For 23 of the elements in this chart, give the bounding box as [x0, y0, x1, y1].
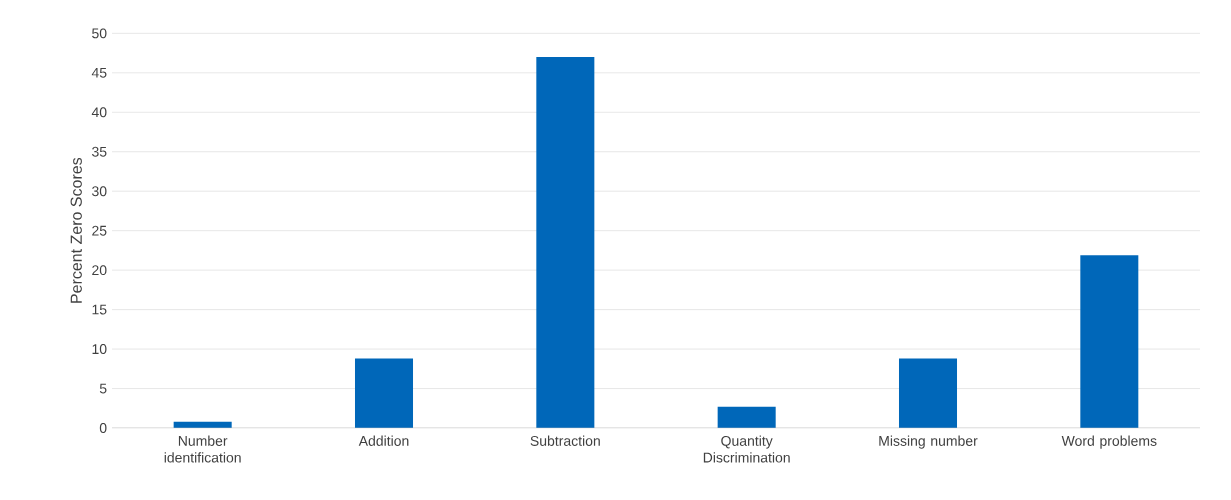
bar — [536, 57, 595, 428]
y-tick-label: 15 — [92, 304, 107, 315]
y-tick-label: 40 — [91, 107, 107, 118]
y-tick-label: 45 — [91, 67, 107, 78]
bar — [898, 358, 958, 428]
x-tick-label: Quantity Discrimination — [703, 435, 790, 463]
y-tick-label: 5 — [99, 383, 107, 394]
x-tick-label: Word problems — [1061, 435, 1157, 449]
y-axis-title: Percent Zero Scores — [70, 157, 82, 303]
bar — [717, 406, 776, 428]
bar — [354, 358, 414, 428]
bar — [1080, 255, 1139, 428]
x-tick-label: Subtraction — [530, 435, 600, 446]
y-tick-label: 20 — [92, 265, 107, 276]
y-tick-label: 35 — [92, 146, 107, 157]
y-tick-label: 30 — [92, 186, 107, 197]
y-tick-label: 50 — [92, 28, 107, 39]
y-tick-label: 0 — [99, 423, 107, 433]
x-tick-label: Missing number — [879, 435, 978, 449]
y-tick-label: 10 — [92, 344, 107, 355]
x-tick-label: Addition — [358, 435, 409, 446]
y-tick-label: 25 — [92, 225, 107, 236]
x-tick-label: Number identification — [164, 435, 241, 463]
